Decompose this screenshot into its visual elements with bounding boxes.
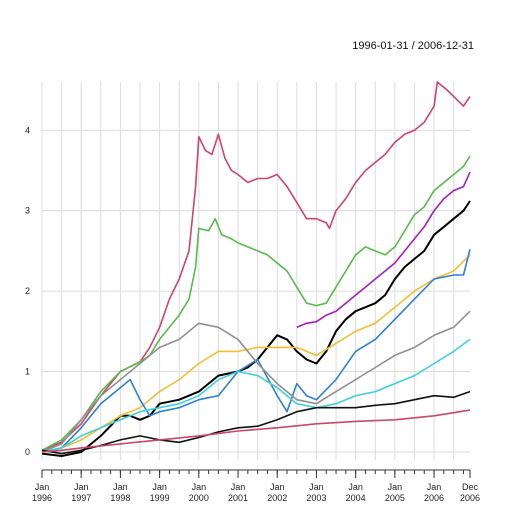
y-tick-label: 2 [25, 286, 30, 296]
x-tick-label: Jan 2005 [385, 482, 405, 503]
series-line-5 [41, 254, 471, 453]
series-line-2 [41, 155, 471, 452]
x-tick-label: Jan 2003 [306, 482, 326, 503]
y-tick-label: 4 [25, 125, 30, 135]
x-tick-label: Jan 1999 [150, 482, 170, 503]
x-tick-label: Jan 1997 [71, 482, 91, 503]
series-line-8 [41, 338, 471, 453]
x-tick-label: Jan 1998 [110, 482, 130, 503]
series-line-9 [41, 390, 471, 455]
series-line-1 [41, 81, 471, 452]
x-tick-label: Jan 2004 [346, 482, 366, 503]
x-tick-label: Jan 1996 [32, 482, 52, 503]
x-tick-label: Dec 2006 [460, 482, 480, 503]
grid-lines [41, 82, 470, 460]
series-line-10 [41, 409, 471, 453]
y-tick-label: 3 [25, 206, 30, 216]
x-tick-label: Jan 2001 [228, 482, 248, 503]
series-line-6 [41, 249, 471, 453]
x-tick-label: Jan 2006 [424, 482, 444, 503]
y-tick-label: 1 [25, 367, 30, 377]
series-line-4 [41, 200, 471, 457]
series-line-7 [41, 310, 471, 453]
y-tick-label: 0 [25, 447, 30, 457]
series-group [41, 81, 471, 457]
date-range-label: 1996-01-31 / 2006-12-31 [352, 40, 474, 52]
x-tick-label: Jan 2000 [189, 482, 209, 503]
axes-group: Jan 1996 Jan 1997 Jan 1998 Jan 1999 Jan 2000 Jan 20… [25, 125, 480, 503]
series-line-3 [296, 171, 471, 329]
x-tick-label: Jan 2002 [267, 482, 287, 503]
